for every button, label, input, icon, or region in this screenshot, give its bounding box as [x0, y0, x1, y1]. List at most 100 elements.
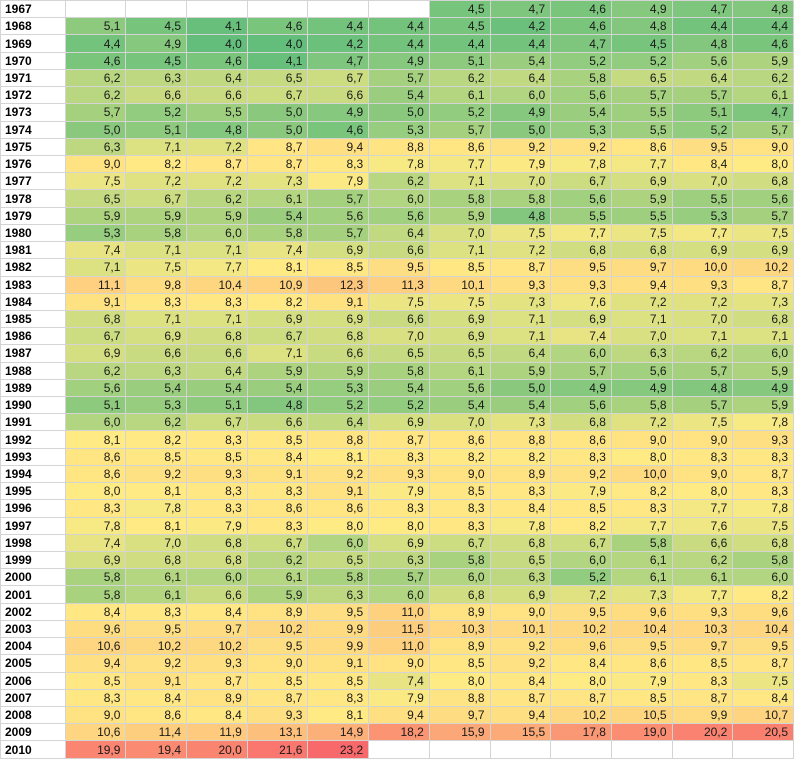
value-cell[interactable]: 9,3 [368, 464, 430, 484]
value-cell[interactable]: 7,0 [489, 172, 552, 191]
value-cell[interactable]: 6,8 [64, 309, 127, 329]
value-cell[interactable]: 6,0 [550, 344, 612, 363]
value-cell[interactable]: 9,3 [186, 464, 248, 484]
value-cell[interactable]: 8,2 [550, 516, 612, 535]
value-cell[interactable]: 8,6 [610, 654, 673, 673]
value-cell[interactable]: 8,1 [246, 258, 309, 277]
value-cell[interactable]: 7,7 [428, 154, 491, 174]
value-cell[interactable]: 5,8 [125, 223, 188, 243]
year-cell[interactable]: 1977 [0, 172, 66, 191]
value-cell[interactable]: 5,4 [368, 86, 430, 105]
value-cell[interactable]: 4,4 [64, 34, 127, 53]
value-cell[interactable]: 6,1 [610, 550, 673, 570]
value-cell[interactable]: 8,5 [64, 671, 127, 690]
value-cell[interactable]: 9,4 [610, 275, 673, 294]
year-cell[interactable]: 1996 [0, 499, 66, 518]
value-cell[interactable]: 4,4 [368, 17, 430, 36]
value-cell[interactable]: 6,1 [732, 86, 794, 105]
value-cell[interactable]: 4,8 [610, 17, 673, 36]
value-cell[interactable]: 8,0 [64, 482, 127, 501]
value-cell[interactable]: 6,9 [732, 241, 794, 260]
value-cell[interactable]: 6,9 [671, 241, 734, 260]
value-cell[interactable]: 5,8 [307, 568, 370, 587]
value-cell[interactable]: 6,2 [186, 189, 248, 208]
value-cell[interactable]: 5,8 [610, 396, 673, 415]
value-cell[interactable]: 9,3 [186, 654, 248, 673]
value-cell[interactable]: 8,0 [368, 516, 430, 535]
value-cell[interactable]: 15,5 [489, 723, 552, 742]
value-cell[interactable]: 5,8 [610, 533, 673, 553]
value-cell[interactable]: 5,6 [732, 189, 794, 208]
value-cell[interactable]: 10,0 [610, 464, 673, 484]
value-cell[interactable]: 6,4 [368, 223, 430, 243]
value-cell[interactable]: 8,4 [732, 688, 794, 707]
value-cell[interactable]: 6,2 [64, 68, 127, 88]
value-cell[interactable]: 8,1 [125, 482, 188, 501]
value-cell[interactable]: 4,4 [489, 34, 552, 53]
value-cell[interactable]: 6,0 [186, 223, 248, 243]
value-cell[interactable]: 9,2 [489, 637, 552, 656]
value-cell[interactable]: 6,4 [489, 344, 552, 363]
value-cell[interactable]: 9,0 [428, 464, 491, 484]
value-cell[interactable]: 5,7 [550, 361, 612, 380]
value-cell[interactable]: 12,3 [307, 275, 370, 294]
value-cell[interactable]: 8,3 [186, 499, 248, 518]
value-cell[interactable]: 8,5 [550, 499, 612, 518]
value-cell[interactable]: 8,7 [246, 137, 309, 156]
value-cell[interactable]: 4,8 [732, 0, 794, 19]
value-cell[interactable]: 6,7 [550, 172, 612, 191]
year-cell[interactable]: 1972 [0, 86, 66, 105]
value-cell[interactable]: 8,4 [125, 688, 188, 707]
year-cell[interactable]: 1995 [0, 482, 66, 501]
value-cell[interactable]: 9,7 [610, 258, 673, 277]
value-cell[interactable]: 7,0 [428, 413, 491, 432]
value-cell[interactable]: 7,0 [610, 327, 673, 346]
value-cell[interactable]: 5,7 [368, 68, 430, 88]
value-cell[interactable]: 6,8 [732, 172, 794, 191]
value-cell[interactable]: 8,4 [64, 602, 127, 621]
value-cell[interactable]: 7,7 [671, 223, 734, 243]
value-cell[interactable]: 6,6 [186, 86, 248, 105]
value-cell[interactable]: 6,0 [307, 533, 370, 553]
year-cell[interactable]: 2001 [0, 585, 66, 604]
value-cell[interactable]: 6,7 [246, 327, 309, 346]
year-cell[interactable]: 1979 [0, 206, 66, 225]
value-cell[interactable]: 7,2 [186, 172, 248, 191]
value-cell[interactable]: 6,0 [186, 568, 248, 587]
value-cell[interactable]: 14,9 [307, 723, 370, 742]
value-cell[interactable]: 9,5 [368, 258, 430, 277]
value-cell[interactable]: 6,4 [307, 413, 370, 432]
value-cell[interactable] [186, 0, 248, 19]
value-cell[interactable]: 9,3 [671, 275, 734, 294]
value-cell[interactable]: 9,3 [550, 275, 612, 294]
value-cell[interactable]: 7,1 [610, 309, 673, 329]
value-cell[interactable]: 7,4 [246, 241, 309, 260]
value-cell[interactable]: 6,0 [550, 550, 612, 570]
value-cell[interactable]: 9,3 [732, 430, 794, 449]
year-cell[interactable]: 1987 [0, 344, 66, 363]
value-cell[interactable]: 8,0 [307, 516, 370, 535]
value-cell[interactable]: 5,2 [671, 120, 734, 139]
value-cell[interactable]: 6,8 [489, 533, 552, 553]
year-cell[interactable]: 1986 [0, 327, 66, 346]
value-cell[interactable]: 8,6 [64, 447, 127, 466]
value-cell[interactable]: 8,4 [186, 705, 248, 725]
value-cell[interactable]: 6,3 [125, 68, 188, 88]
value-cell[interactable]: 5,7 [368, 568, 430, 587]
value-cell[interactable]: 5,8 [732, 550, 794, 570]
value-cell[interactable]: 10,3 [428, 619, 491, 639]
value-cell[interactable]: 4,6 [732, 34, 794, 53]
value-cell[interactable]: 9,5 [671, 137, 734, 156]
value-cell[interactable]: 9,0 [246, 654, 309, 673]
year-cell[interactable]: 1992 [0, 430, 66, 449]
year-cell[interactable]: 1984 [0, 292, 66, 311]
value-cell[interactable]: 7,7 [550, 223, 612, 243]
value-cell[interactable]: 5,3 [307, 378, 370, 398]
value-cell[interactable]: 5,9 [246, 585, 309, 604]
value-cell[interactable]: 9,5 [550, 258, 612, 277]
value-cell[interactable]: 8,2 [125, 430, 188, 449]
value-cell[interactable]: 8,5 [428, 258, 491, 277]
value-cell[interactable]: 8,3 [64, 499, 127, 518]
value-cell[interactable]: 10,7 [732, 705, 794, 725]
value-cell[interactable]: 5,1 [64, 17, 127, 36]
